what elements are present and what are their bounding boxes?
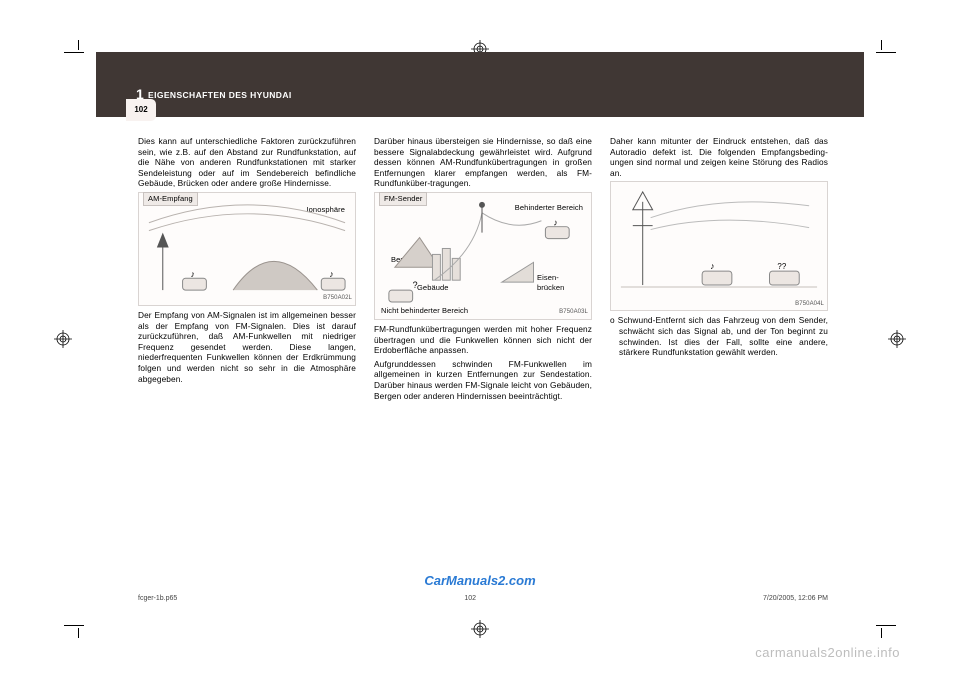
- fm-diagram-icon: ♪ ?: [375, 193, 591, 320]
- site-watermark: carmanuals2online.info: [755, 645, 900, 660]
- bullet-paragraph: o Schwund-Entfernt sich das Fahrzeug von…: [610, 315, 828, 357]
- footer-timestamp: 7/20/2005, 12:06 PM: [763, 595, 828, 602]
- svg-text:♪: ♪: [329, 269, 334, 279]
- crop-mark: [876, 625, 896, 626]
- figure-fm-sender: FM-Sender Behinderter Bereich Berge Gebä…: [374, 192, 592, 320]
- crop-mark: [78, 40, 79, 50]
- crop-mark: [876, 52, 896, 53]
- figure-am-reception: AM-Empfang Ionosphäre ♪ ♪ B750A02L: [138, 192, 356, 306]
- crop-mark: [64, 625, 84, 626]
- svg-text:♪: ♪: [191, 269, 196, 279]
- figure-code: B750A02L: [323, 295, 352, 303]
- figure-fading: ♪ ?? B750A04L: [610, 181, 828, 311]
- page: 1 EIGENSCHAFTEN DES HYUNDAI 102 Dies kan…: [96, 52, 864, 612]
- footer-filename: fcger-1b.p65: [138, 595, 177, 602]
- registration-mark-icon: [471, 620, 489, 638]
- registration-mark-icon: [54, 330, 72, 348]
- crop-mark: [881, 628, 882, 638]
- column-1: Dies kann auf unterschiedliche Faktoren …: [138, 136, 356, 404]
- svg-text:♪: ♪: [553, 218, 558, 228]
- column-3: Daher kann mitunter der Eindruck entsteh…: [610, 136, 828, 404]
- registration-mark-icon: [888, 330, 906, 348]
- paragraph: Der Empfang von AM-Signalen ist im allge…: [138, 310, 356, 384]
- chapter-number: 1: [136, 86, 144, 102]
- page-number-tab: 102: [126, 102, 156, 117]
- svg-text:♪: ♪: [710, 262, 715, 272]
- am-diagram-icon: ♪ ♪: [139, 193, 355, 306]
- paragraph: FM-Rundfunkübertragungen werden mit hohe…: [374, 324, 592, 356]
- crop-mark: [64, 52, 84, 53]
- footer-page: 102: [464, 595, 476, 602]
- figure-code: B750A03L: [559, 309, 588, 317]
- fading-diagram-icon: ♪ ??: [611, 182, 827, 311]
- crop-mark: [881, 40, 882, 50]
- svg-text:?: ?: [413, 280, 418, 290]
- crop-mark: [78, 628, 79, 638]
- print-footer: fcger-1b.p65 102 7/20/2005, 12:06 PM: [138, 595, 828, 602]
- watermark-text: CarManuals2.com: [424, 573, 535, 588]
- chapter-title: EIGENSCHAFTEN DES HYUNDAI: [148, 90, 292, 100]
- paragraph: Dies kann auf unterschiedliche Faktoren …: [138, 136, 356, 189]
- paragraph: Aufgrunddessen schwinden FM-Funkwellen i…: [374, 359, 592, 401]
- paragraph: Daher kann mitunter der Eindruck entsteh…: [610, 136, 828, 178]
- svg-text:??: ??: [777, 263, 786, 272]
- text-columns: Dies kann auf unterschiedliche Faktoren …: [138, 136, 828, 404]
- paragraph: Darüber hinaus übersteigen sie Hindernis…: [374, 136, 592, 189]
- figure-code: B750A04L: [795, 301, 824, 309]
- column-2: Darüber hinaus übersteigen sie Hindernis…: [374, 136, 592, 404]
- header-background: [96, 52, 864, 117]
